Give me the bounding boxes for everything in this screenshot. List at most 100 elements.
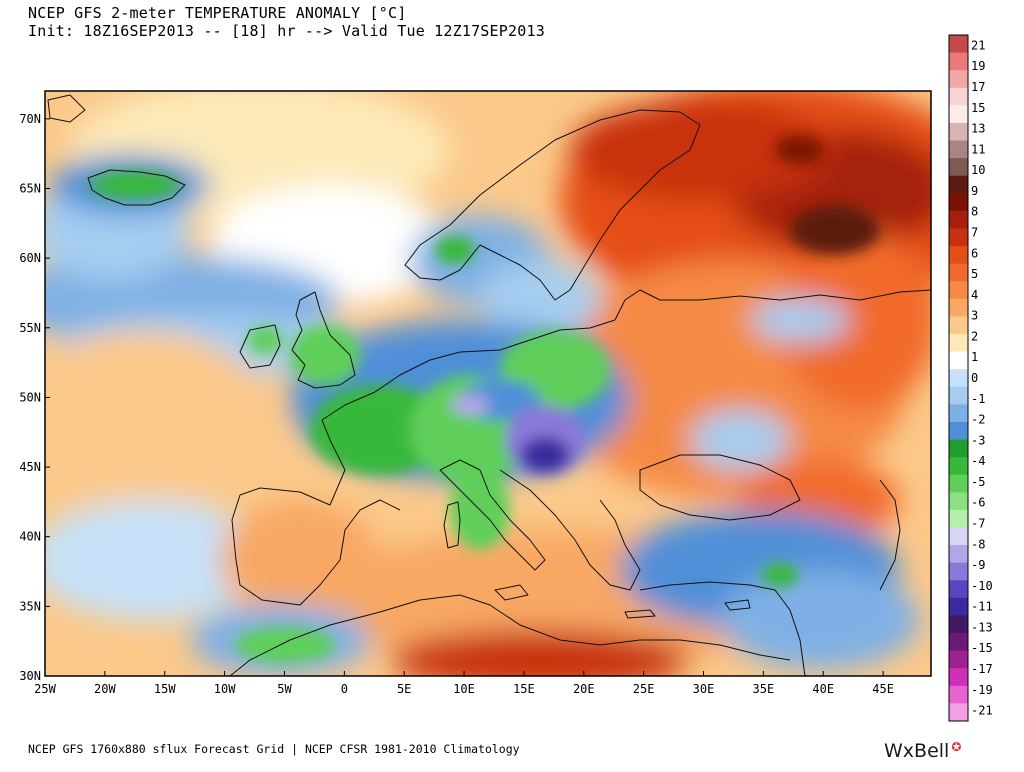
colorbar-label: 9 xyxy=(971,184,978,198)
colorbar-label: 5 xyxy=(971,267,978,281)
colorbar-label: -15 xyxy=(971,641,993,655)
colorbar-swatch xyxy=(949,386,968,405)
colorbar-swatch xyxy=(949,105,968,124)
colorbar-label: -9 xyxy=(971,558,985,572)
brand-text: WxBell xyxy=(884,740,950,762)
coast-iberia xyxy=(231,494,401,606)
colorbar-label: 7 xyxy=(971,225,978,239)
colorbar-frame xyxy=(948,34,969,722)
footer-credits: NCEP GFS 1760x880 sflux Forecast Grid | … xyxy=(28,742,520,756)
colorbar-swatch xyxy=(949,421,968,441)
colorbar-label: -10 xyxy=(971,579,993,593)
colorbar-label: -2 xyxy=(971,413,985,427)
coast-sardinia xyxy=(443,501,461,549)
colorbar-swatch xyxy=(949,122,968,142)
colorbar-label: 0 xyxy=(971,371,978,385)
lon-label: 20E xyxy=(573,682,595,696)
colorbar-swatch xyxy=(949,351,968,370)
lat-label: 30N xyxy=(19,669,41,683)
colorbar-label: 19 xyxy=(971,59,985,73)
coast-caspian xyxy=(879,479,901,591)
colorbar-swatch xyxy=(949,650,968,669)
colorbar-swatch xyxy=(949,70,968,89)
colorbar-swatch xyxy=(949,334,968,353)
coast-north-africa xyxy=(229,594,791,676)
coast-iceland xyxy=(87,169,186,206)
colorbar-swatch xyxy=(949,210,968,229)
coast-black-sea xyxy=(639,454,801,521)
coast-sicily xyxy=(494,584,529,601)
colorbar-swatch xyxy=(949,158,968,177)
colorbar-label: 1 xyxy=(971,350,978,364)
colorbar-swatch xyxy=(949,439,968,458)
colorbar-label: 3 xyxy=(971,309,978,323)
colorbar-label: 10 xyxy=(971,163,985,177)
colorbar-swatch xyxy=(949,298,968,317)
lat-label: 35N xyxy=(19,599,41,613)
coast-greenland-fragment xyxy=(47,94,86,123)
lat-label: 50N xyxy=(19,390,41,404)
colorbar-swatch xyxy=(949,246,968,265)
colorbar-swatch xyxy=(949,474,968,493)
colorbar-label: -13 xyxy=(971,620,993,634)
latitude-axis: 70N 65N 60N 55N 50N 45N 40N 35N 30N xyxy=(19,112,50,683)
lon-label: 30E xyxy=(693,682,715,696)
colorbar-swatch xyxy=(949,492,968,511)
colorbar-swatch xyxy=(949,52,968,71)
lon-label: 20W xyxy=(94,682,116,696)
lat-label: 60N xyxy=(19,251,41,265)
colorbar-label: 2 xyxy=(971,329,978,343)
colorbar-swatch xyxy=(949,175,968,194)
colorbar-swatch xyxy=(949,527,968,546)
colorbar-label: -8 xyxy=(971,537,985,551)
colorbar-swatch xyxy=(949,633,968,652)
lat-label: 70N xyxy=(19,112,41,126)
colorbar-swatch xyxy=(949,316,968,335)
colorbar-swatch xyxy=(949,263,968,282)
brand-logo: WxBell ✪ xyxy=(884,740,961,762)
colorbar-label: 15 xyxy=(971,101,985,115)
lon-label: 25W xyxy=(34,682,56,696)
colorbar-swatch xyxy=(949,140,968,159)
colorbar-label: -21 xyxy=(971,704,993,718)
coast-crete xyxy=(624,609,656,619)
lon-label: 40E xyxy=(812,682,834,696)
coast-turkey xyxy=(639,581,806,676)
colorbar-label: -11 xyxy=(971,600,993,614)
colorbar: 211917151311109876543210-1-2-3-4-5-6-7-8… xyxy=(948,34,993,722)
colorbar-label: 4 xyxy=(971,288,978,302)
longitude-axis: 25W 20W 15W 10W 5W 0 5E 10E 15E 20E 25E 30E 35E 40E 45… xyxy=(34,671,894,696)
lon-label: 25E xyxy=(633,682,655,696)
colorbar-swatch xyxy=(949,615,968,634)
lon-label: 0 xyxy=(341,682,348,696)
lon-label: 15W xyxy=(154,682,176,696)
colorbar-swatch xyxy=(949,457,968,476)
lat-label: 55N xyxy=(19,321,41,335)
lon-label: 45E xyxy=(872,682,894,696)
colorbar-swatch xyxy=(949,668,968,687)
coast-continent xyxy=(239,289,931,506)
colorbar-label: -5 xyxy=(971,475,985,489)
colorbar-swatch xyxy=(949,597,968,616)
chart-title: NCEP GFS 2-meter TEMPERATURE ANOMALY [°C… xyxy=(28,4,407,22)
colorbar-label: 21 xyxy=(971,38,985,52)
colorbar-swatch xyxy=(949,228,968,247)
chart-subtitle: Init: 18Z16SEP2013 -- [18] hr --> Valid … xyxy=(28,22,545,40)
coast-great-britain xyxy=(291,291,356,389)
brand-dot-icon: ✪ xyxy=(951,740,962,754)
coast-scandinavia xyxy=(404,109,701,301)
colorbar-swatch xyxy=(949,404,968,423)
colorbar-label: -1 xyxy=(971,392,985,406)
lat-label: 65N xyxy=(19,182,41,196)
lat-label: 40N xyxy=(19,530,41,544)
colorbar-swatch xyxy=(949,685,968,704)
lon-label: 5E xyxy=(397,682,411,696)
coast-cyprus xyxy=(724,599,751,611)
colorbar-swatch xyxy=(949,369,968,388)
colorbar-label: 17 xyxy=(971,80,985,94)
colorbar-swatch xyxy=(949,509,968,529)
colorbar-label: -6 xyxy=(971,496,985,510)
lon-label: 35E xyxy=(753,682,775,696)
lon-label: 5W xyxy=(277,682,292,696)
colorbar-swatch xyxy=(949,545,968,564)
